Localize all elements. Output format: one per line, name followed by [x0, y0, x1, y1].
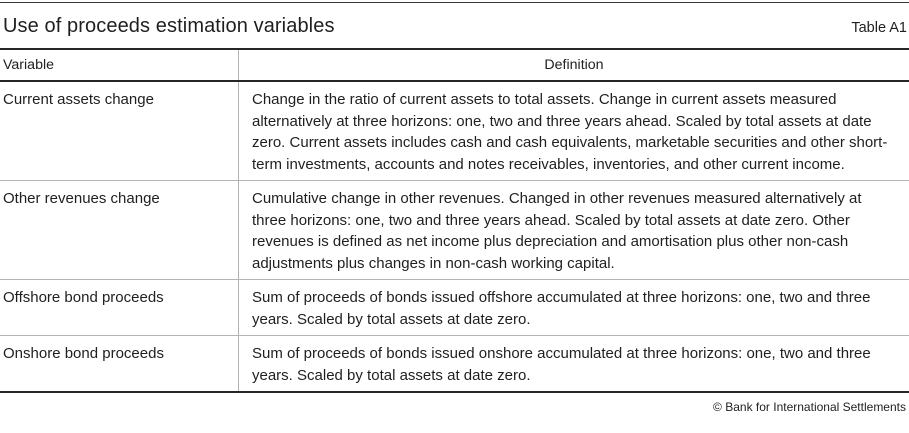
variable-cell: Other revenues change [0, 181, 239, 279]
page-footer: © Bank for International Settlements [0, 393, 909, 414]
definition-cell: Change in the ratio of current assets to… [252, 91, 888, 173]
table-row: Other revenues change Cumulative change … [0, 181, 909, 280]
table-number-label: Table A1 [851, 20, 907, 36]
definition-cell: Sum of proceeds of bonds issued onshore … [252, 345, 871, 384]
table-row: Offshore bond proceeds Sum of proceeds o… [0, 280, 909, 336]
definitions-table: Variable Definition Current assets chang… [0, 50, 909, 393]
column-header-variable: Variable [0, 50, 239, 80]
definition-cell: Cumulative change in other revenues. Cha… [252, 190, 862, 272]
table-title: Use of proceeds estimation variables [3, 15, 335, 37]
copyright-notice: © Bank for International Settlements [713, 400, 906, 414]
column-header-definition: Definition [544, 57, 604, 73]
table-header: Use of proceeds estimation variables Tab… [0, 3, 909, 50]
table-row: Current assets change Change in the rati… [0, 82, 909, 181]
table-body: Current assets change Change in the rati… [0, 82, 909, 393]
variable-cell: Current assets change [0, 82, 239, 180]
table-row: Onshore bond proceeds Sum of proceeds of… [0, 336, 909, 393]
variable-cell: Offshore bond proceeds [0, 280, 239, 335]
variable-cell: Onshore bond proceeds [0, 336, 239, 391]
table-column-header-row: Variable Definition [0, 50, 909, 82]
definition-cell: Sum of proceeds of bonds issued offshore… [252, 289, 871, 328]
page-top-rule [0, 2, 909, 3]
